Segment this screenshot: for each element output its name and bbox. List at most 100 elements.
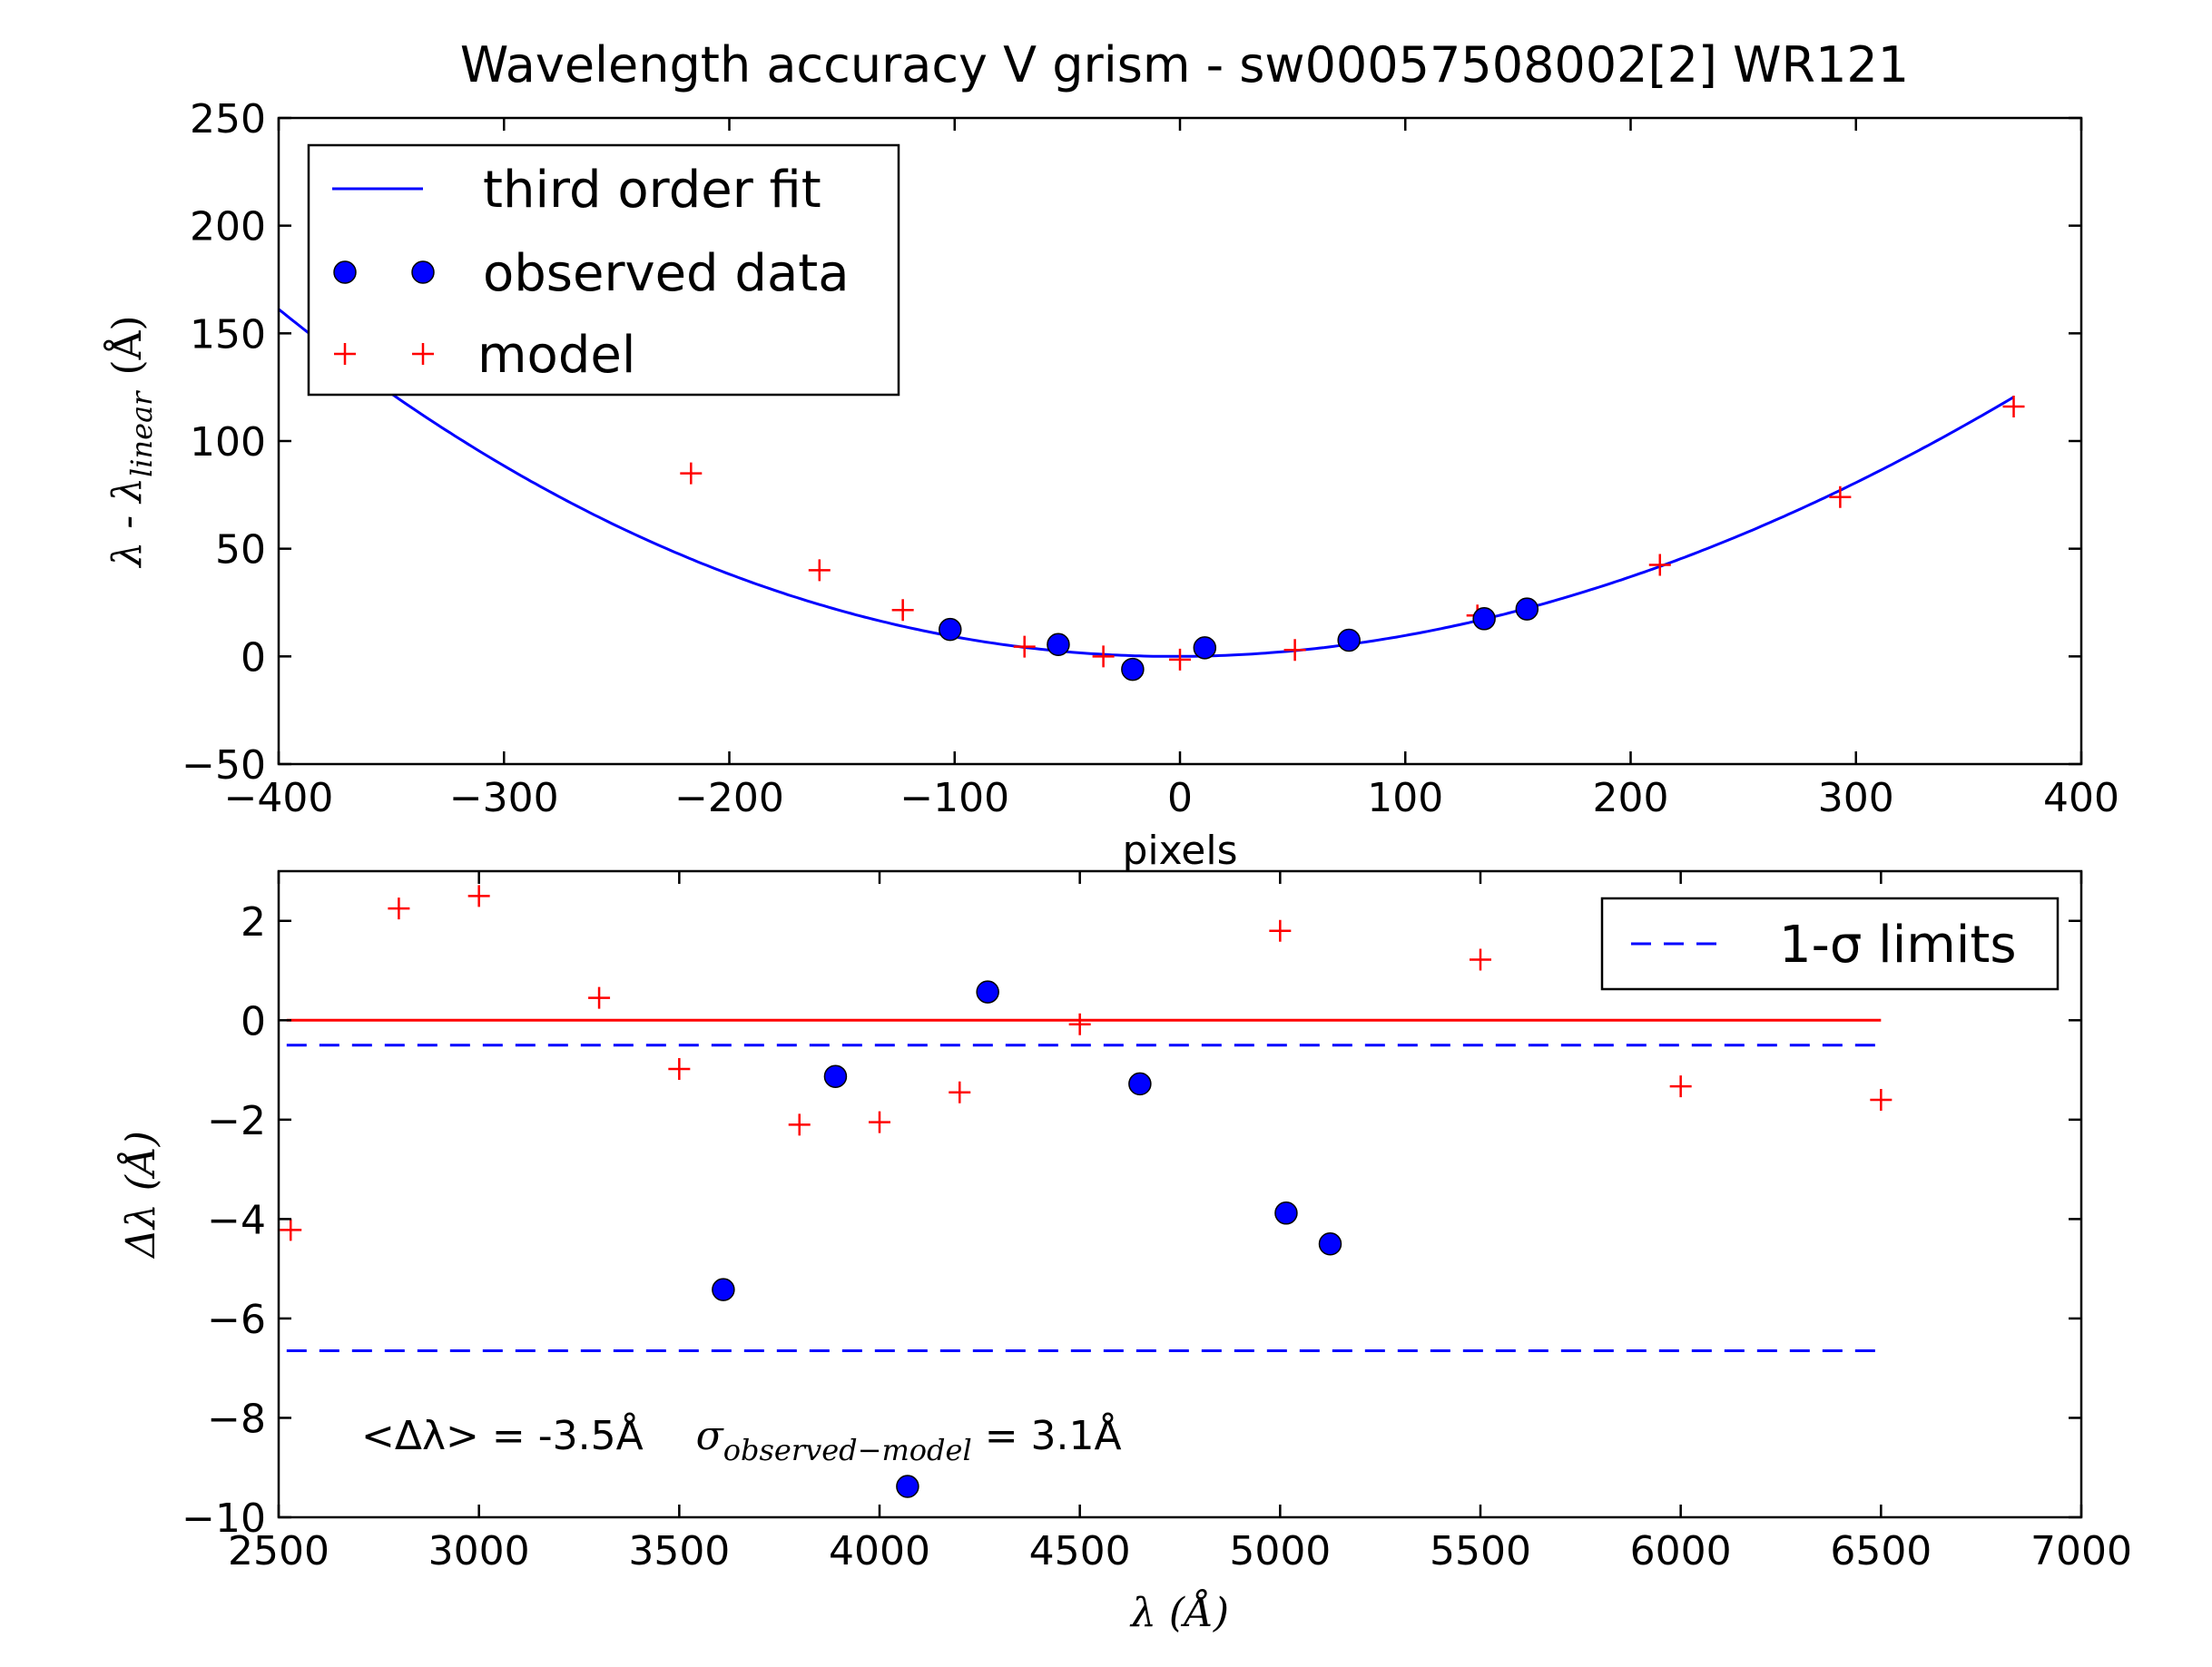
bottom-x-tick-label: 4000	[829, 1528, 930, 1574]
top-x-tick-label: −300	[449, 775, 559, 821]
model-residual-point	[1669, 1075, 1692, 1098]
observed-point	[1515, 597, 1539, 621]
top-y-tick-label: 250	[190, 96, 266, 142]
model-point	[808, 559, 831, 582]
top-y-tick-label: −50	[182, 742, 266, 789]
chart-title: Wavelength accuracy V grism - sw00057508…	[460, 36, 1909, 93]
bottom-x-tick-label: 7000	[2030, 1528, 2132, 1574]
observed-point	[1472, 607, 1496, 631]
bottom-x-tick-label: 3500	[628, 1528, 730, 1574]
legend-circle-swatch	[411, 260, 435, 284]
bottom-y-tick-label: −2	[207, 1098, 266, 1144]
top-x-tick-label: 100	[1367, 775, 1443, 821]
top-x-tick-label: 200	[1593, 775, 1669, 821]
legend-plus-swatch	[412, 343, 434, 365]
observed-residual-point	[1318, 1232, 1342, 1256]
model-point	[1092, 645, 1115, 668]
model-point	[2002, 396, 2025, 418]
observed-point	[1121, 657, 1145, 682]
bottom-y-tick-label: −6	[207, 1297, 266, 1343]
bottom-legend: 1-σ limits	[1600, 897, 2060, 991]
top-x-tick-label: −200	[674, 775, 784, 821]
bottom-x-tick-label: 2500	[228, 1528, 329, 1574]
legend-label-sigma: 1-σ limits	[1779, 916, 2017, 975]
bottom-ticks-layer: 2500 3000 3500 4000 4500 5000 5500 6000 6500 7000…	[182, 871, 2132, 1574]
sigma-value-text: = 3.1Å	[985, 1411, 1122, 1459]
bottom-x-tick-label: 6000	[1630, 1528, 1732, 1574]
model-residual-point	[588, 986, 611, 1009]
top-y-tick-label: 200	[190, 204, 266, 250]
stats-annotation: <Δλ> = -3.5Å σobserved−model = 3.1Å	[361, 1411, 1122, 1467]
sigma-subscript: observed−model	[723, 1433, 972, 1467]
bottom-y-tick-label: −10	[182, 1495, 266, 1542]
data-marks-layer	[680, 396, 2025, 682]
top-x-tick-label: 400	[2043, 775, 2119, 821]
model-residual-point	[869, 1111, 890, 1133]
top-x-tick-label: 300	[1818, 775, 1894, 821]
bottom-panel: 2500 3000 3500 4000 4500 5000 5500 6000 6500 7000…	[116, 869, 2132, 1636]
reference-lines-layer	[286, 1018, 1882, 1353]
top-legend: third order fit observed data model	[307, 143, 900, 397]
model-point	[1829, 485, 1852, 508]
observed-residual-point	[712, 1278, 735, 1301]
legend-label-model: model	[477, 326, 635, 385]
bottom-x-tick-label: 6500	[1830, 1528, 1932, 1574]
observed-point	[1047, 632, 1070, 657]
model-residual-point	[388, 897, 410, 920]
bottom-y-axis-label: Δλ (Å)	[116, 1131, 164, 1260]
legend-circle-swatch	[333, 260, 357, 284]
top-y-tick-label: 50	[215, 527, 266, 574]
model-point	[1283, 639, 1306, 662]
top-y-tick-label: 100	[190, 419, 266, 466]
bottom-x-tick-label: 4500	[1029, 1528, 1131, 1574]
top-ticks-layer: −400 −300 −200 −100 0 100 200 300 400 −50 0 50 100 15…	[182, 96, 2119, 821]
model-residual-point	[1269, 919, 1292, 942]
observed-residual-point	[823, 1064, 848, 1088]
observed-point	[939, 617, 962, 642]
model-residual-point	[1068, 1013, 1091, 1035]
top-y-tick-label: 0	[241, 634, 266, 681]
bottom-y-tick-label: 0	[241, 998, 266, 1044]
model-point	[1648, 554, 1671, 576]
legend-plus-swatch	[334, 343, 356, 365]
bottom-x-axis-label: λ (Å)	[1129, 1588, 1229, 1636]
top-y-label-prefix: λ - λ	[104, 477, 151, 569]
top-y-label-sub: linear	[124, 390, 159, 477]
sigma-symbol: σ	[696, 1413, 725, 1459]
observed-residual-point	[896, 1475, 919, 1498]
legend-label-observed: observed data	[483, 244, 850, 303]
observed-residual-point	[1128, 1072, 1152, 1096]
bottom-plot-frame	[277, 869, 2083, 1519]
model-residual-point	[467, 885, 490, 907]
top-legend-box	[307, 143, 900, 397]
model-residual-point	[1470, 948, 1491, 971]
bottom-y-tick-label: −4	[207, 1197, 266, 1243]
top-x-tick-label: −100	[900, 775, 1009, 821]
observed-point	[1337, 628, 1361, 652]
bottom-y-tick-label: −8	[207, 1396, 266, 1442]
top-x-axis-label: pixels	[1122, 828, 1237, 874]
top-y-axis-label: λ - λlinear (Å)	[103, 315, 159, 568]
top-y-tick-label: 150	[190, 311, 266, 358]
top-x-tick-label: −400	[224, 775, 334, 821]
model-point	[680, 462, 703, 485]
observed-residual-point	[976, 980, 999, 1004]
residual-marks-layer	[280, 885, 1892, 1498]
model-residual-point	[1870, 1088, 1892, 1111]
model-point	[1169, 648, 1191, 671]
third-order-fit-line	[279, 308, 2015, 658]
observed-point	[1193, 636, 1217, 660]
model-residual-point	[280, 1219, 302, 1241]
bottom-y-tick-label: 2	[241, 899, 266, 946]
model-residual-point	[949, 1081, 971, 1103]
bottom-x-tick-label: 5500	[1430, 1528, 1531, 1574]
bottom-x-tick-label: 3000	[428, 1528, 530, 1574]
observed-residual-point	[1274, 1201, 1298, 1225]
model-point	[1013, 635, 1036, 658]
model-residual-point	[788, 1113, 811, 1136]
legend-label-fit: third order fit	[483, 161, 821, 220]
top-panel: Wavelength accuracy V grism - sw00057508…	[103, 36, 2119, 874]
mean-offset-text: <Δλ> = -3.5Å	[361, 1411, 644, 1459]
top-x-tick-label: 0	[1167, 775, 1193, 821]
